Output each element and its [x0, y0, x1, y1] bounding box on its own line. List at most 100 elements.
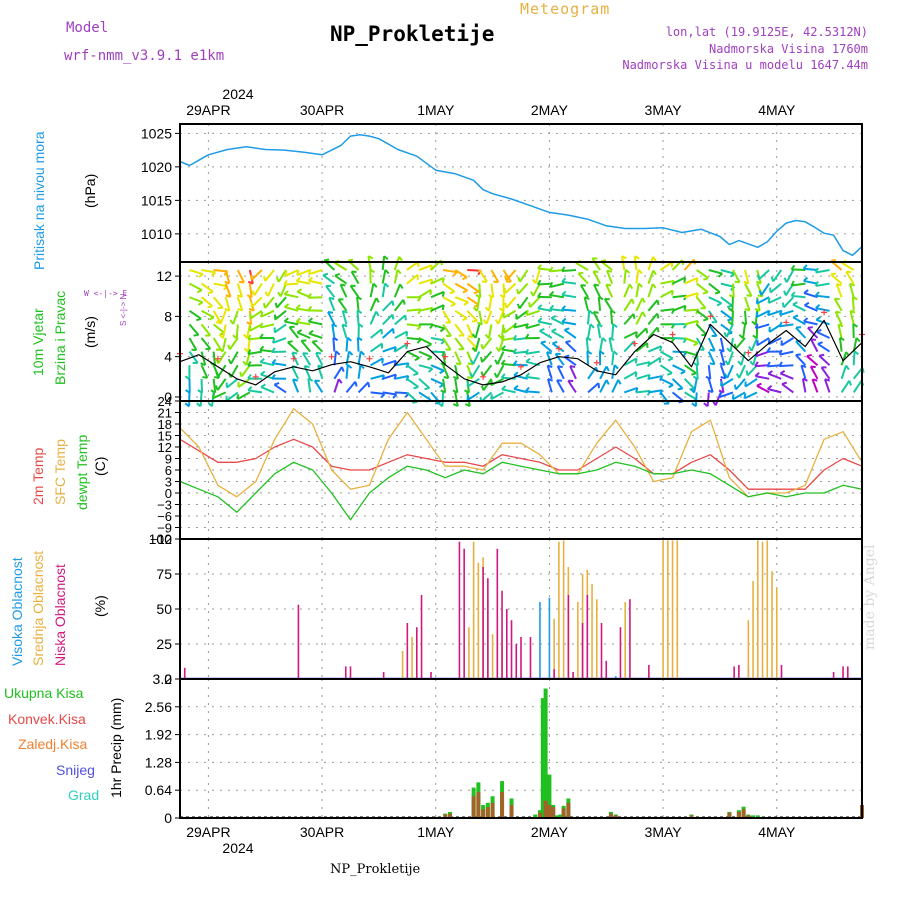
wind-barb-flag — [247, 334, 252, 340]
wind-barb-flag — [392, 393, 398, 399]
wind-barb — [478, 310, 483, 325]
wind-barb-flag — [322, 272, 329, 277]
wind-barb-flag — [744, 308, 750, 312]
wind-barb-flag — [354, 381, 358, 387]
wind-barb — [471, 364, 481, 378]
wind-barb — [339, 284, 348, 298]
wind-barb — [525, 350, 540, 355]
wind-barb — [795, 326, 807, 339]
wind-barb — [545, 351, 553, 366]
wind-barb-flag — [471, 346, 477, 353]
wind-barb-flag — [605, 365, 610, 372]
wind-barb-flag — [707, 389, 714, 394]
wind-barb-flag — [296, 329, 303, 334]
wind-barb — [852, 380, 863, 393]
wind-barb-flag — [795, 326, 802, 329]
wind-barb-flag — [271, 347, 276, 353]
wind-barb — [501, 348, 516, 353]
wind-barb — [803, 320, 818, 326]
wind-barb — [454, 392, 459, 407]
wind-barb — [466, 337, 478, 350]
wind-barb-flag — [549, 290, 555, 296]
wind-barb-flag — [593, 270, 599, 273]
wind-barb-flag — [757, 294, 763, 298]
wind-barb-flag — [751, 320, 757, 326]
wind-barb — [648, 345, 662, 353]
wind-barb-flag — [778, 361, 783, 367]
wind-barb — [732, 391, 746, 401]
wind-barb-flag — [274, 302, 278, 308]
wind-barb — [341, 324, 348, 339]
wind-barb — [561, 320, 577, 326]
wind-barb — [659, 261, 673, 271]
pressure-panel: 1010 1015 1020 1025 — [141, 123, 863, 263]
wind-barb — [519, 269, 529, 283]
wind-barb — [382, 359, 397, 367]
wind-barb — [659, 364, 673, 374]
wind-barb — [564, 356, 577, 367]
wind-barb-flag — [524, 386, 530, 392]
wind-barb-flag — [227, 358, 232, 365]
wind-barb-flag — [733, 384, 737, 390]
wind-barb — [586, 351, 590, 366]
wind-barb-flag — [463, 301, 469, 306]
wind-barb-flag — [531, 278, 537, 284]
wind-barb-flag — [413, 385, 419, 390]
wind-barb-flag — [815, 303, 821, 309]
wind-barb — [272, 337, 287, 344]
wind-barb-flag — [524, 348, 530, 355]
wind-barb-flag — [778, 349, 783, 356]
wind-barb — [811, 378, 819, 393]
wind-barb — [237, 391, 251, 401]
wind-barb — [505, 269, 517, 282]
legend-convective-rain: Konvek.Kisa — [8, 711, 86, 727]
wind-barb-flag — [437, 402, 444, 408]
wind-barb-flag — [802, 264, 808, 270]
wind-barb — [296, 269, 311, 276]
wind-barb — [755, 350, 770, 358]
wind-barb — [454, 337, 465, 350]
y-tick-label: 50 — [156, 601, 172, 617]
wind-barb — [500, 324, 505, 339]
wind-barb-flag — [488, 294, 494, 299]
wind-barb-flag — [824, 378, 831, 382]
wind-barb-flag — [211, 393, 215, 399]
wind-barb-flag — [304, 365, 310, 369]
wind-barb — [442, 269, 458, 274]
wind-barb-flag — [416, 338, 422, 344]
precip-convective-bar — [613, 815, 618, 818]
wind-barb — [219, 310, 227, 325]
wind-barb — [273, 383, 287, 394]
wind-barb-flag — [490, 394, 493, 400]
wind-barb-flag — [692, 375, 699, 381]
wind-barb-flag — [215, 385, 219, 391]
wind-barb-flag — [490, 380, 493, 386]
wind-barb — [189, 282, 203, 292]
wind-barb-flag — [358, 323, 364, 328]
wind-barb — [430, 290, 445, 299]
wind-barb — [307, 378, 312, 393]
wind-barb-flag — [693, 342, 699, 347]
wind-barb-flag — [683, 277, 687, 283]
wind-barb-flag — [197, 389, 203, 394]
wind-barb — [684, 364, 697, 374]
wind-barb — [394, 330, 408, 339]
wind-barb-flag — [717, 272, 723, 278]
wind-barb — [201, 269, 216, 274]
wind-barb-flag — [755, 298, 759, 304]
wind-barb — [809, 366, 819, 380]
wind-barb — [291, 365, 300, 380]
model-altitude-text: Nadmorska Visina u modelu 1647.44m — [622, 58, 868, 72]
precip-total-bar — [547, 774, 552, 818]
wind-barb — [583, 296, 589, 312]
wind-barb — [546, 378, 553, 393]
wind-barb — [406, 323, 421, 327]
wind-barb-flag — [770, 276, 775, 282]
wind-barb-flag — [638, 282, 643, 288]
wind-barb — [481, 350, 493, 363]
wind-barb — [660, 377, 674, 386]
wind-barb-flag — [617, 379, 622, 385]
wind-barb — [369, 283, 375, 298]
y-tick-label: 1.28 — [145, 754, 172, 770]
wind-barb — [199, 392, 203, 407]
